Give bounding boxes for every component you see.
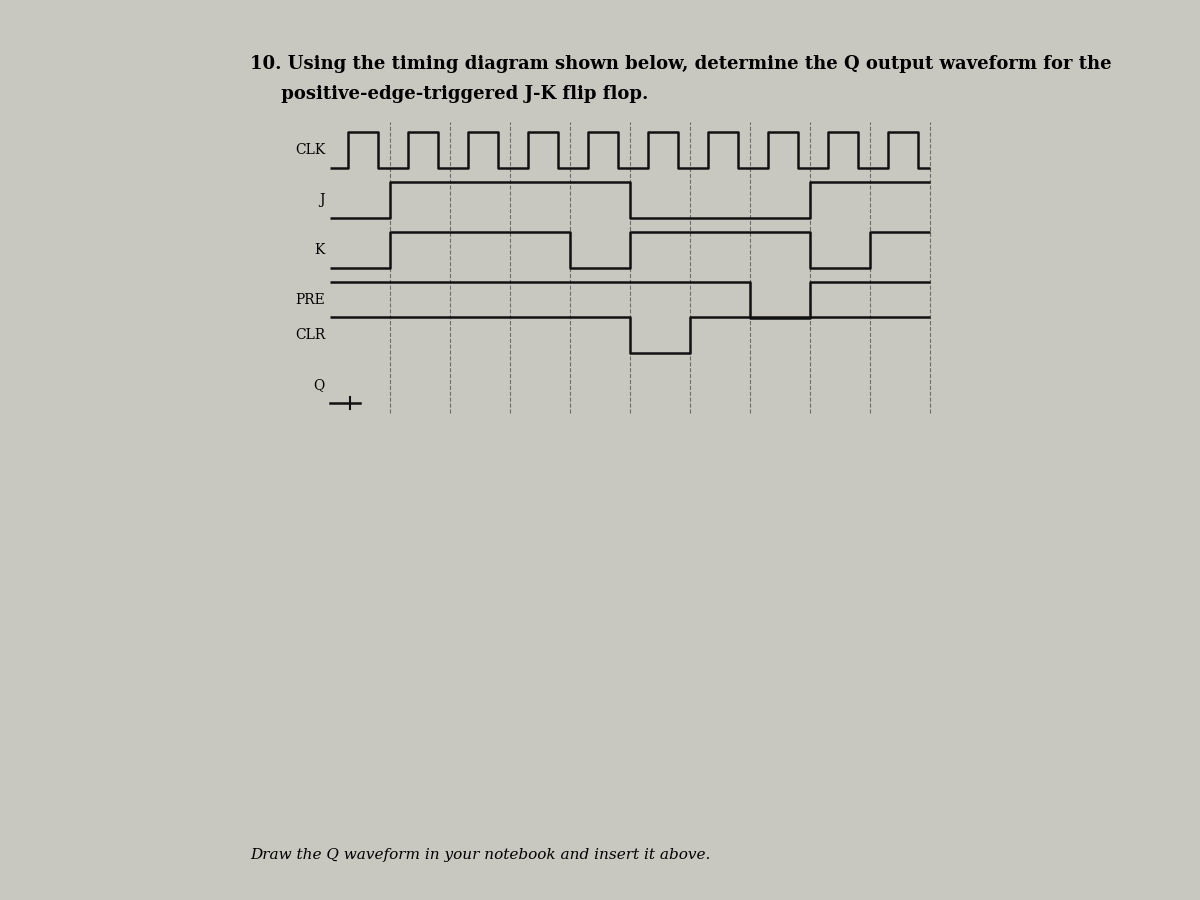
Text: Draw the Q waveform in your notebook and insert it above.: Draw the Q waveform in your notebook and…	[250, 848, 710, 862]
Text: CLR: CLR	[295, 328, 325, 342]
Text: PRE: PRE	[295, 293, 325, 307]
Text: J: J	[319, 193, 325, 207]
Text: positive-edge-triggered J-K flip flop.: positive-edge-triggered J-K flip flop.	[250, 85, 648, 103]
Text: Q: Q	[313, 378, 325, 392]
Text: K: K	[314, 243, 325, 257]
Text: CLK: CLK	[295, 143, 325, 157]
Text: 10. Using the timing diagram shown below, determine the Q output waveform for th: 10. Using the timing diagram shown below…	[250, 55, 1111, 73]
